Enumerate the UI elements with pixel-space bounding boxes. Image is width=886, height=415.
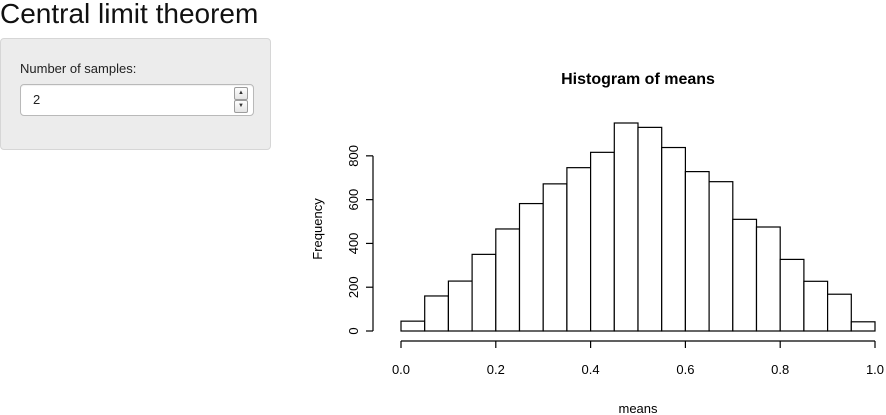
x-tick-label: 0.4 xyxy=(582,362,600,377)
histogram-bar xyxy=(566,167,592,332)
histogram-bar xyxy=(495,228,521,332)
histogram-bar xyxy=(589,151,615,332)
chart-title: Histogram of means xyxy=(561,71,715,88)
number-of-samples-input[interactable]: 2 ▲ ▼ xyxy=(20,84,254,116)
sidebar-panel: Number of samples: 2 ▲ ▼ xyxy=(0,38,271,150)
histogram-bar xyxy=(779,258,805,332)
y-axis: 0 200 400 600 800 xyxy=(346,145,374,335)
number-spinner: ▲ ▼ xyxy=(234,87,248,113)
histogram-bar xyxy=(708,181,734,332)
y-tick-label: 800 xyxy=(346,145,361,167)
histogram-bar xyxy=(400,320,426,332)
y-tick-label: 0 xyxy=(346,327,361,334)
x-tick-label: 1.0 xyxy=(866,362,884,377)
x-tick-label: 0.8 xyxy=(771,362,789,377)
x-tick-label: 0.0 xyxy=(392,362,410,377)
y-tick-label: 400 xyxy=(346,233,361,255)
x-tick-label: 0.6 xyxy=(676,362,694,377)
x-axis: 0.0 0.2 0.4 0.6 0.8 1.0 xyxy=(392,340,884,377)
histogram-bar xyxy=(826,293,852,332)
bars-group xyxy=(400,122,876,332)
y-tick-label: 600 xyxy=(346,189,361,211)
histogram-bar xyxy=(424,295,450,332)
histogram-bar xyxy=(850,321,876,332)
histogram-bar xyxy=(755,226,781,332)
histogram-bar xyxy=(684,171,710,332)
histogram-bar xyxy=(447,280,473,332)
page-title: Central limit theorem xyxy=(0,0,259,29)
x-axis-label: means xyxy=(618,401,658,415)
histogram-bar xyxy=(661,146,687,332)
y-axis-label: Frequency xyxy=(310,198,325,260)
histogram-bar xyxy=(518,202,544,332)
y-tick-label: 200 xyxy=(346,276,361,298)
histogram-bar xyxy=(613,122,639,332)
increment-icon[interactable]: ▲ xyxy=(234,87,248,100)
histogram-bar xyxy=(542,183,568,332)
x-tick-label: 0.2 xyxy=(487,362,505,377)
histogram-bar xyxy=(732,218,758,332)
histogram-bar xyxy=(637,126,663,332)
histogram-bar xyxy=(471,253,497,332)
number-of-samples-label: Number of samples: xyxy=(20,61,137,76)
input-value: 2 xyxy=(33,92,41,107)
decrement-icon[interactable]: ▼ xyxy=(234,100,248,113)
histogram-bar xyxy=(803,280,829,332)
